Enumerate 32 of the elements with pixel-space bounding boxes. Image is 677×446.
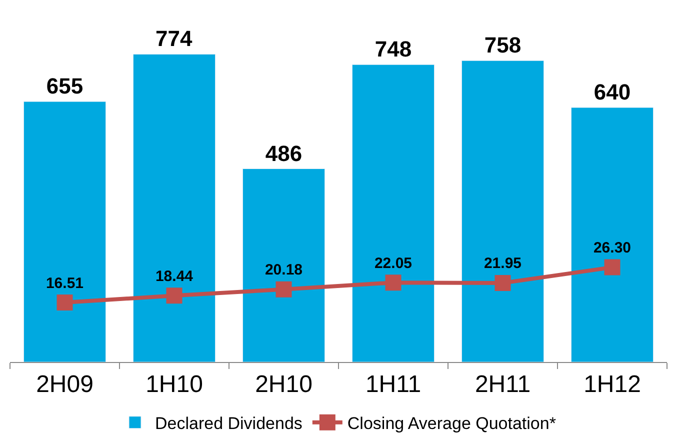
data-label: 21.95 [484,255,522,272]
data-label: 22.05 [374,254,412,272]
data-label: 486 [265,140,302,166]
data-label: 758 [484,32,522,58]
bar [242,168,326,362]
data-label: 26.30 [593,240,632,257]
data-label: 16.51 [46,274,84,292]
data-label: 748 [374,36,412,62]
point [276,281,292,298]
data-label: 640 [594,80,631,105]
x-tick-label: 1H10 [146,370,203,398]
bar [461,60,544,362]
point [56,294,73,311]
point [604,259,620,276]
data-label: 655 [46,74,84,99]
point [166,288,182,304]
x-tick-label: 2H10 [255,370,312,398]
bar [132,54,216,362]
point [494,274,511,291]
data-label: 18.44 [155,268,194,285]
x-tick-label: 2H09 [36,370,94,398]
x-tick-label: 1H12 [584,370,641,398]
x-tick-label: 1H11 [365,370,422,398]
bar [23,101,106,362]
point [385,274,402,291]
legend-label: Declared Dividends [155,414,302,434]
bar [570,107,654,362]
data-label: 20.18 [264,262,303,279]
legend-label: Closing Average Quotation* [347,414,556,434]
bar [352,64,435,362]
x-tick-label: 2H11 [474,370,531,398]
data-label: 774 [156,26,193,52]
